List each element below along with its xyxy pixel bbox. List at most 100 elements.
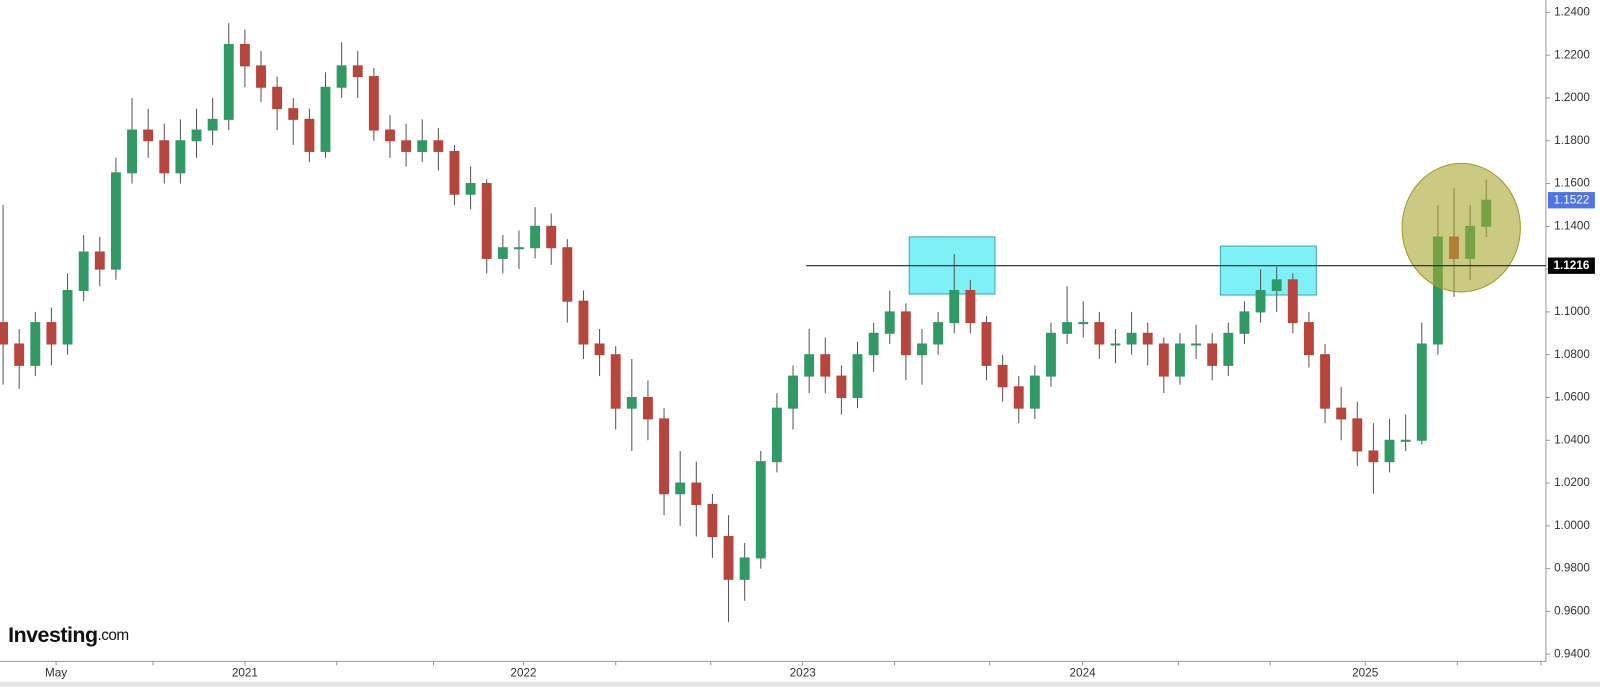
candle-body <box>594 343 605 356</box>
y-tick-label: 1.1800 <box>1554 134 1590 147</box>
candle-body <box>272 86 283 110</box>
candle-body <box>691 482 702 505</box>
candle-body <box>449 150 460 195</box>
candle-body <box>1046 332 1056 377</box>
candle-body <box>820 354 831 377</box>
candle-body <box>1287 279 1298 324</box>
candle-body <box>771 407 782 463</box>
candle-body <box>1223 332 1234 366</box>
candle-body <box>739 557 750 580</box>
candle-body <box>900 311 911 356</box>
candle-body <box>917 343 927 356</box>
level-label-box <box>1547 257 1595 274</box>
candle-body <box>14 343 25 366</box>
candle-body <box>514 247 524 250</box>
logo-brand: Investing <box>8 623 97 647</box>
candle-body <box>1158 343 1169 377</box>
candle-body <box>207 118 218 131</box>
candle-body <box>320 86 331 152</box>
candle-body <box>352 65 363 78</box>
candle-body <box>1239 311 1250 334</box>
candle-body <box>497 247 508 259</box>
candle-body <box>933 322 944 345</box>
candle-body <box>626 396 637 409</box>
last-price-box <box>1547 192 1595 209</box>
last-price-label: 1.1522 <box>1554 193 1590 206</box>
candle-body <box>578 300 589 345</box>
y-tick-label: 1.0800 <box>1554 348 1590 361</box>
y-tick-label: 1.0600 <box>1554 391 1590 404</box>
candle-body <box>530 225 541 249</box>
candle-body <box>433 140 444 152</box>
candle-body <box>804 354 815 377</box>
y-tick-label: 1.2000 <box>1554 91 1590 104</box>
candle-body <box>981 322 992 366</box>
x-tick-label: 2022 <box>510 667 536 680</box>
candle-body <box>1400 439 1411 442</box>
candle-body <box>417 140 428 152</box>
candle-body <box>546 225 557 249</box>
y-tick-label: 1.0200 <box>1554 476 1590 489</box>
candle-body <box>1126 332 1137 345</box>
candle-body <box>78 251 89 292</box>
candle-body <box>288 108 299 120</box>
candle-body <box>788 375 798 409</box>
y-tick-label: 0.9800 <box>1554 562 1590 575</box>
y-tick-label: 1.1000 <box>1554 305 1590 318</box>
candle-body <box>836 375 847 398</box>
y-tick-label: 0.9400 <box>1554 647 1590 660</box>
candle-body <box>30 322 41 366</box>
candle-body <box>1013 386 1024 409</box>
candle-body <box>610 354 621 409</box>
candle-body <box>1029 375 1040 409</box>
candle-body <box>110 172 121 270</box>
candle-body <box>304 118 315 152</box>
y-tick-label: 1.2400 <box>1554 5 1590 18</box>
x-tick-label: 2025 <box>1352 667 1379 680</box>
x-tick-label: 2023 <box>790 667 816 680</box>
candle-body <box>1110 343 1121 346</box>
candle-body <box>0 322 9 345</box>
candle-body <box>1207 343 1218 366</box>
candle-body <box>1320 354 1330 409</box>
candle-body <box>481 183 492 259</box>
candle-body <box>965 289 976 324</box>
candle-body <box>642 396 653 420</box>
x-tick-label: May <box>45 667 67 680</box>
candle-body <box>175 140 186 174</box>
candle-body <box>1094 322 1105 345</box>
logo-suffix: .com <box>98 627 129 644</box>
y-tick-label: 0.9600 <box>1554 605 1590 618</box>
candle-body <box>94 251 105 270</box>
candle-body <box>401 140 412 152</box>
candle-body <box>997 364 1008 388</box>
candle-body <box>256 65 266 88</box>
candle-body <box>1336 407 1347 420</box>
highlight-circle <box>1401 162 1521 293</box>
y-tick-label: 1.0000 <box>1554 519 1590 532</box>
candle-body <box>675 482 686 495</box>
candle-body <box>755 461 766 559</box>
candle-body <box>659 418 670 495</box>
candle-body <box>1191 343 1202 346</box>
y-tick-label: 1.1400 <box>1554 219 1590 232</box>
y-tick-label: 1.1600 <box>1554 177 1590 190</box>
candle-body <box>852 354 863 398</box>
candle-body <box>1078 322 1089 325</box>
candle-body <box>1416 343 1427 441</box>
candle-body <box>336 65 347 88</box>
candle-body <box>143 129 154 142</box>
candle-body <box>1352 418 1363 452</box>
candle-body <box>868 332 879 356</box>
candle-body <box>159 140 170 174</box>
candle-body <box>1303 322 1314 356</box>
y-tick-label: 1.2200 <box>1554 48 1590 61</box>
candle-body <box>1175 343 1185 377</box>
candle-body <box>1062 322 1073 334</box>
candle-body <box>1142 332 1153 345</box>
candle-body <box>723 536 734 580</box>
candle-body <box>1368 450 1379 463</box>
highlight-box <box>1219 245 1317 296</box>
candle-body <box>385 129 395 142</box>
